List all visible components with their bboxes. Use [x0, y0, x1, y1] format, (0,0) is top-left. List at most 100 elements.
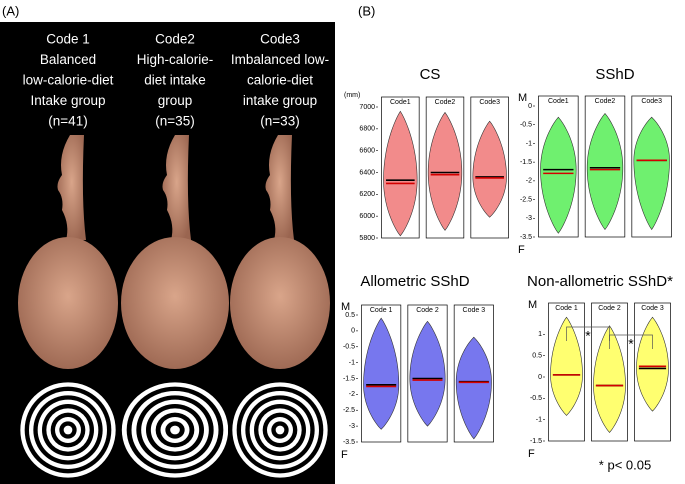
violin-frame: [425, 96, 465, 239]
violin-frame: [381, 96, 420, 239]
column-header: Balanced: [40, 52, 96, 67]
zebra-pattern: [275, 425, 285, 435]
top-label: M: [518, 92, 527, 104]
x-tick-label: Code 1: [370, 307, 393, 314]
x-tick-label: Code3: [641, 98, 662, 105]
violin: [455, 336, 492, 440]
chart-title: SShD: [595, 66, 634, 83]
x-tick-label: Code3: [479, 99, 500, 106]
violin-frame: [361, 304, 402, 443]
y-tick-label: 6400: [359, 169, 375, 176]
column-header: Code 1: [46, 32, 90, 47]
y-tick-label: -0.5: [530, 395, 542, 402]
chart-title: Allometric SShD: [360, 273, 469, 290]
column-header: Imbalanced low-: [231, 52, 329, 67]
violin: [586, 113, 624, 231]
bottom-label: F: [528, 448, 535, 460]
column-header: High-calorie-: [137, 52, 214, 67]
y-tick-label: -2: [526, 178, 532, 185]
y-tick-label: 0.5: [532, 353, 542, 360]
y-tick-label: -3: [526, 215, 532, 222]
violin: [383, 110, 418, 237]
violin: [409, 320, 446, 427]
column-header: low-calorie-diet: [23, 73, 114, 88]
x-tick-label: Code2: [435, 99, 456, 106]
face-images: [18, 135, 330, 369]
y-tick-label: 0: [528, 103, 532, 110]
violin-frame: [584, 95, 626, 238]
x-tick-label: Code1: [390, 99, 411, 106]
y-tick-label: -3.5: [343, 439, 355, 446]
column-header: Code3: [260, 32, 300, 47]
x-tick-label: Code 1: [555, 305, 578, 312]
y-tick-label: 0.5: [345, 312, 355, 319]
column-header: intake group: [243, 93, 317, 108]
column-header: group: [158, 93, 193, 108]
y-tick-label: 0: [351, 328, 355, 335]
violin-frame: [591, 302, 628, 442]
bottom-label: F: [341, 449, 348, 461]
violin-frame: [548, 302, 585, 442]
column-header: (n=33): [260, 114, 299, 129]
zebra-pattern: [170, 425, 180, 435]
column-header: calorie-diet: [247, 73, 313, 88]
violin: [593, 325, 626, 433]
footnote: * p< 0.05: [599, 457, 651, 472]
significance-bracket: [609, 334, 653, 349]
profile-face: [265, 135, 294, 240]
y-tick-label: -2: [349, 391, 355, 398]
x-tick-label: Code 3: [463, 307, 486, 314]
violin: [363, 317, 400, 430]
violin: [427, 111, 463, 231]
zebra-pattern: [63, 425, 73, 435]
y-tick-label: 5800: [359, 235, 375, 242]
y-tick-label: 6800: [359, 126, 375, 133]
y-tick-label: -1: [526, 140, 532, 147]
frontal-face: [18, 237, 118, 369]
frontal-face: [121, 237, 229, 369]
y-tick-label: -0.5: [520, 122, 532, 129]
y-tick-label: -3.5: [520, 234, 532, 241]
y-tick-label: 0: [538, 374, 542, 381]
x-tick-label: Code2: [595, 98, 616, 105]
violin: [633, 116, 670, 231]
column-header: Intake group: [30, 93, 105, 108]
y-tick-label: -2.5: [343, 407, 355, 414]
violin-frame: [631, 95, 672, 238]
column-header: (n=35): [155, 114, 194, 129]
violin-frame: [407, 304, 448, 443]
top-label: M: [341, 301, 350, 313]
unit-label: (mm): [344, 92, 360, 99]
y-tick-label: -1.5: [343, 375, 355, 382]
y-tick-label: 6000: [359, 213, 375, 220]
profile-face: [162, 135, 191, 240]
violin: [550, 316, 583, 416]
x-tick-label: Code1: [548, 98, 569, 105]
y-tick-label: -1.5: [530, 438, 542, 445]
y-tick-label: -1: [536, 417, 542, 424]
x-tick-label: Code 2: [416, 307, 439, 314]
y-tick-label: 7000: [359, 104, 375, 111]
y-tick-label: 1: [538, 331, 542, 338]
y-tick-label: -1.5: [520, 159, 532, 166]
y-tick-label: -2.5: [520, 196, 532, 203]
chart-title: Non-allometric SShD*: [527, 273, 673, 290]
column-header: diet intake: [144, 73, 206, 88]
y-tick-label: -0.5: [343, 344, 355, 351]
violin: [636, 316, 669, 412]
x-tick-label: Code 2: [598, 305, 621, 312]
violin: [540, 116, 577, 234]
y-tick-label: -3: [349, 423, 355, 430]
column-header: Code2: [155, 32, 195, 47]
profile-face: [57, 135, 86, 240]
y-tick-label: 6600: [359, 148, 375, 155]
significance-label: *: [585, 328, 591, 344]
significance-bracket: [566, 326, 610, 341]
x-tick-label: Code 3: [641, 305, 664, 312]
violin-frame: [634, 302, 671, 442]
chart-title: CS: [420, 66, 441, 83]
bottom-label: F: [518, 244, 525, 256]
frontal-face: [230, 237, 330, 369]
significance-label: *: [628, 336, 634, 352]
